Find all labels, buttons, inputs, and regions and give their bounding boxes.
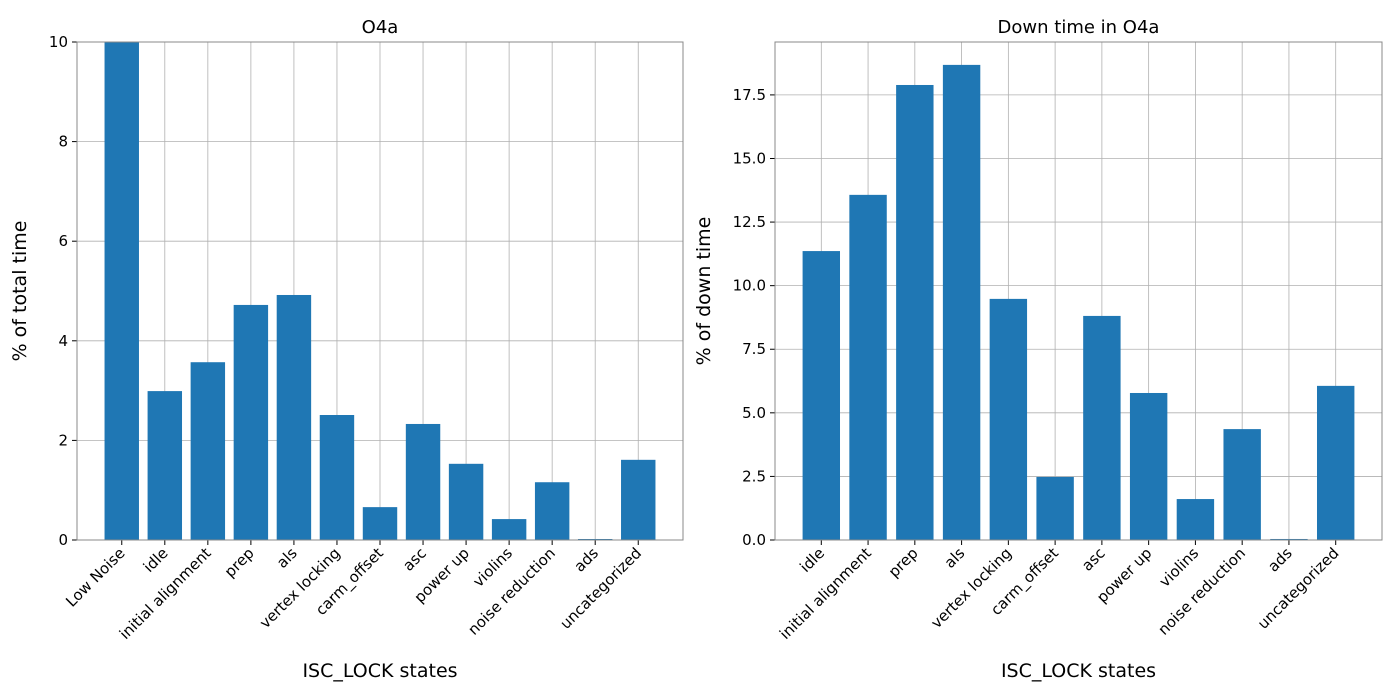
y-tick-label: 0 [58,531,68,549]
bar [802,251,841,541]
bar [1036,476,1074,540]
y-axis-label: % of down time [693,217,715,366]
x-tick-label: asc [399,544,430,575]
bar [989,298,1028,540]
bar [405,423,441,540]
x-tick-label: prep [221,544,258,581]
x-tick-label: uncategorized [1254,544,1343,633]
x-axis-label: ISC_LOCK states [1001,660,1156,682]
bar [534,482,570,540]
bar [276,294,312,540]
bar [104,42,139,540]
x-axis-label: ISC_LOCK states [302,660,457,682]
bar [849,194,887,540]
bar [190,362,226,540]
y-tick-label: 0.0 [742,531,766,549]
bar [491,519,527,540]
y-axis-label: % of total time [9,221,31,362]
plot-frame [774,41,1383,541]
x-tick-label: Low Noise [62,544,128,610]
x-tick-label: als [941,544,969,572]
y-tick-label: 7.5 [742,340,766,358]
y-tick-label: 10 [49,33,68,51]
y-tick-label: 12.5 [733,213,766,231]
bar [319,415,355,540]
plot-frame [76,41,684,541]
y-tick-label: 15.0 [733,149,766,167]
y-tick-label: 5.0 [742,404,766,422]
chart-title: O4a [362,17,399,38]
bar [1083,315,1121,540]
x-tick-label: ads [571,544,603,576]
y-tick-label: 10.0 [733,277,766,295]
bar [942,64,981,541]
bar [1316,385,1355,540]
y-tick-label: 2 [58,431,68,449]
bar [233,304,269,540]
y-tick-label: 17.5 [733,86,766,104]
y-tick-label: 8 [58,133,68,151]
bar [1270,538,1308,540]
bar [1223,429,1261,540]
x-tick-label: asc [1078,544,1109,575]
bar [896,84,934,541]
bar [448,463,484,540]
bar [362,507,398,540]
x-tick-label: idle [796,544,828,576]
x-tick-label: ads [1264,544,1296,576]
x-tick-label: idle [140,544,172,576]
bar [1176,499,1215,540]
bar [1129,392,1168,540]
x-tick-label: noise reduction [1154,544,1249,639]
bar [621,459,656,540]
bar [147,391,183,540]
y-tick-label: 2.5 [742,467,766,485]
x-tick-label: vertex locking [927,544,1015,632]
chart-title: Down time in O4a [998,17,1160,38]
x-tick-label: prep [885,544,922,581]
y-tick-label: 4 [58,332,68,350]
y-tick-label: 6 [58,232,68,250]
x-tick-label: als [273,544,301,572]
